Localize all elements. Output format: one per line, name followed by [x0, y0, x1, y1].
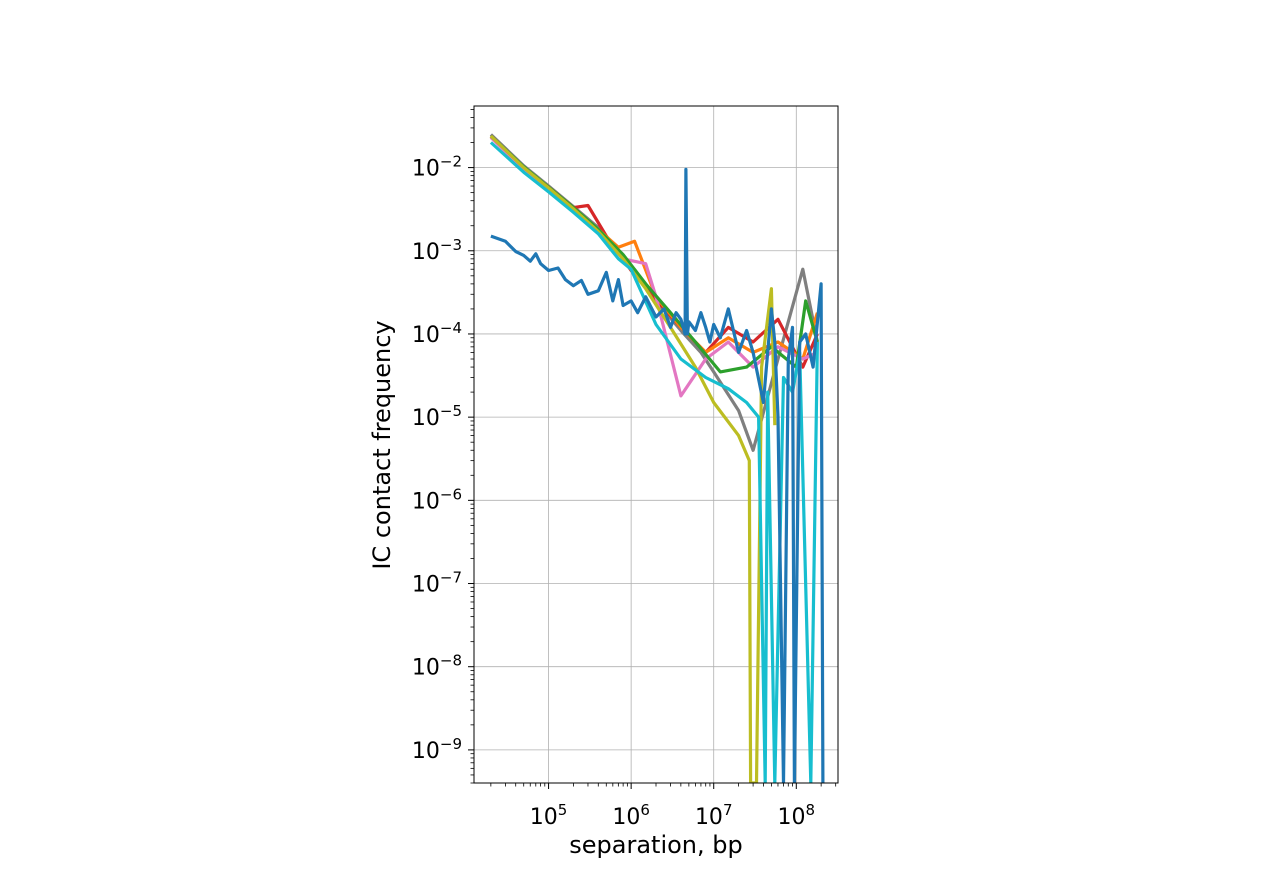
series-layer [489, 133, 825, 783]
y-axis-label: IC contact frequency [368, 320, 396, 569]
x-tick-label: 108 [778, 801, 816, 830]
ticks: 105 106 107 108 10−2 10−3 10−4 10−5 10−6 10−7 10−8… [412, 109, 837, 830]
y-tick-label: 10−3 [412, 236, 462, 265]
x-tick-label: 106 [612, 801, 650, 830]
y-tick-label: 10−7 [412, 569, 462, 598]
x-axis-label: separation, bp [569, 831, 742, 859]
x-tick-label: 105 [530, 801, 568, 830]
series-line-8 [490, 167, 825, 783]
y-tick-label: 10−6 [412, 485, 462, 514]
series-line-6 [489, 134, 777, 783]
y-tick-label: 10−8 [412, 652, 462, 681]
y-tick-label: 10−4 [412, 319, 462, 348]
y-tick-label: 10−5 [412, 402, 462, 431]
x-tick-label: 107 [695, 801, 733, 830]
y-tick-label: 10−9 [412, 735, 462, 764]
y-tick-label: 10−2 [412, 153, 462, 182]
